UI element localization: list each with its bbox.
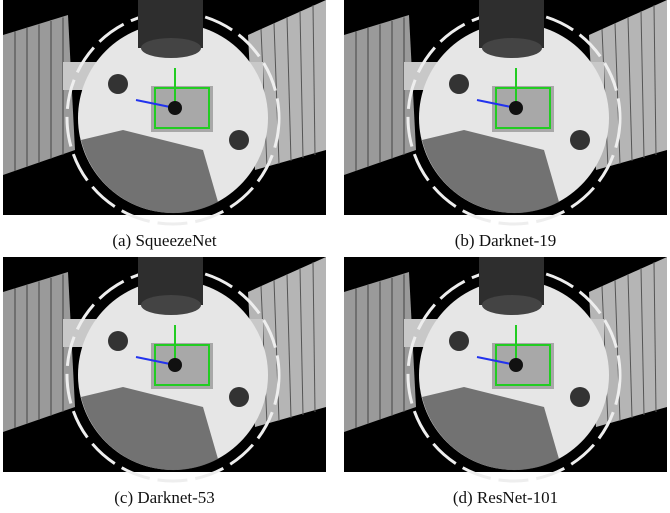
target-center	[168, 101, 182, 115]
top-module-end	[141, 295, 201, 315]
top-module-end	[141, 38, 201, 58]
hatch	[108, 331, 128, 351]
target-plate	[492, 86, 554, 132]
target-plate	[151, 343, 213, 389]
caption: (a) SqueezeNet	[112, 231, 217, 250]
caption: (d) ResNet-101	[453, 488, 558, 507]
target-plate	[492, 343, 554, 389]
figure: (a) SqueezeNet (b) Darknet-19 (c) Darknet-…	[0, 0, 670, 513]
target-center	[509, 358, 523, 372]
hatch	[108, 74, 128, 94]
panel	[3, 257, 326, 481]
hatch	[229, 130, 249, 150]
panel	[3, 0, 326, 224]
caption: (b) Darknet-19	[455, 231, 557, 250]
hatch	[570, 387, 590, 407]
page: (a) SqueezeNet (b) Darknet-19 (c) Darknet-…	[0, 0, 670, 513]
target-plate	[151, 86, 213, 132]
hatch	[449, 74, 469, 94]
panel	[344, 257, 667, 481]
hatch	[449, 331, 469, 351]
caption: (c) Darknet-53	[114, 488, 215, 507]
target-center	[168, 358, 182, 372]
top-module-end	[482, 38, 542, 58]
top-module-end	[482, 295, 542, 315]
target-center	[509, 101, 523, 115]
hatch	[570, 130, 590, 150]
panel	[344, 0, 667, 224]
hatch	[229, 387, 249, 407]
